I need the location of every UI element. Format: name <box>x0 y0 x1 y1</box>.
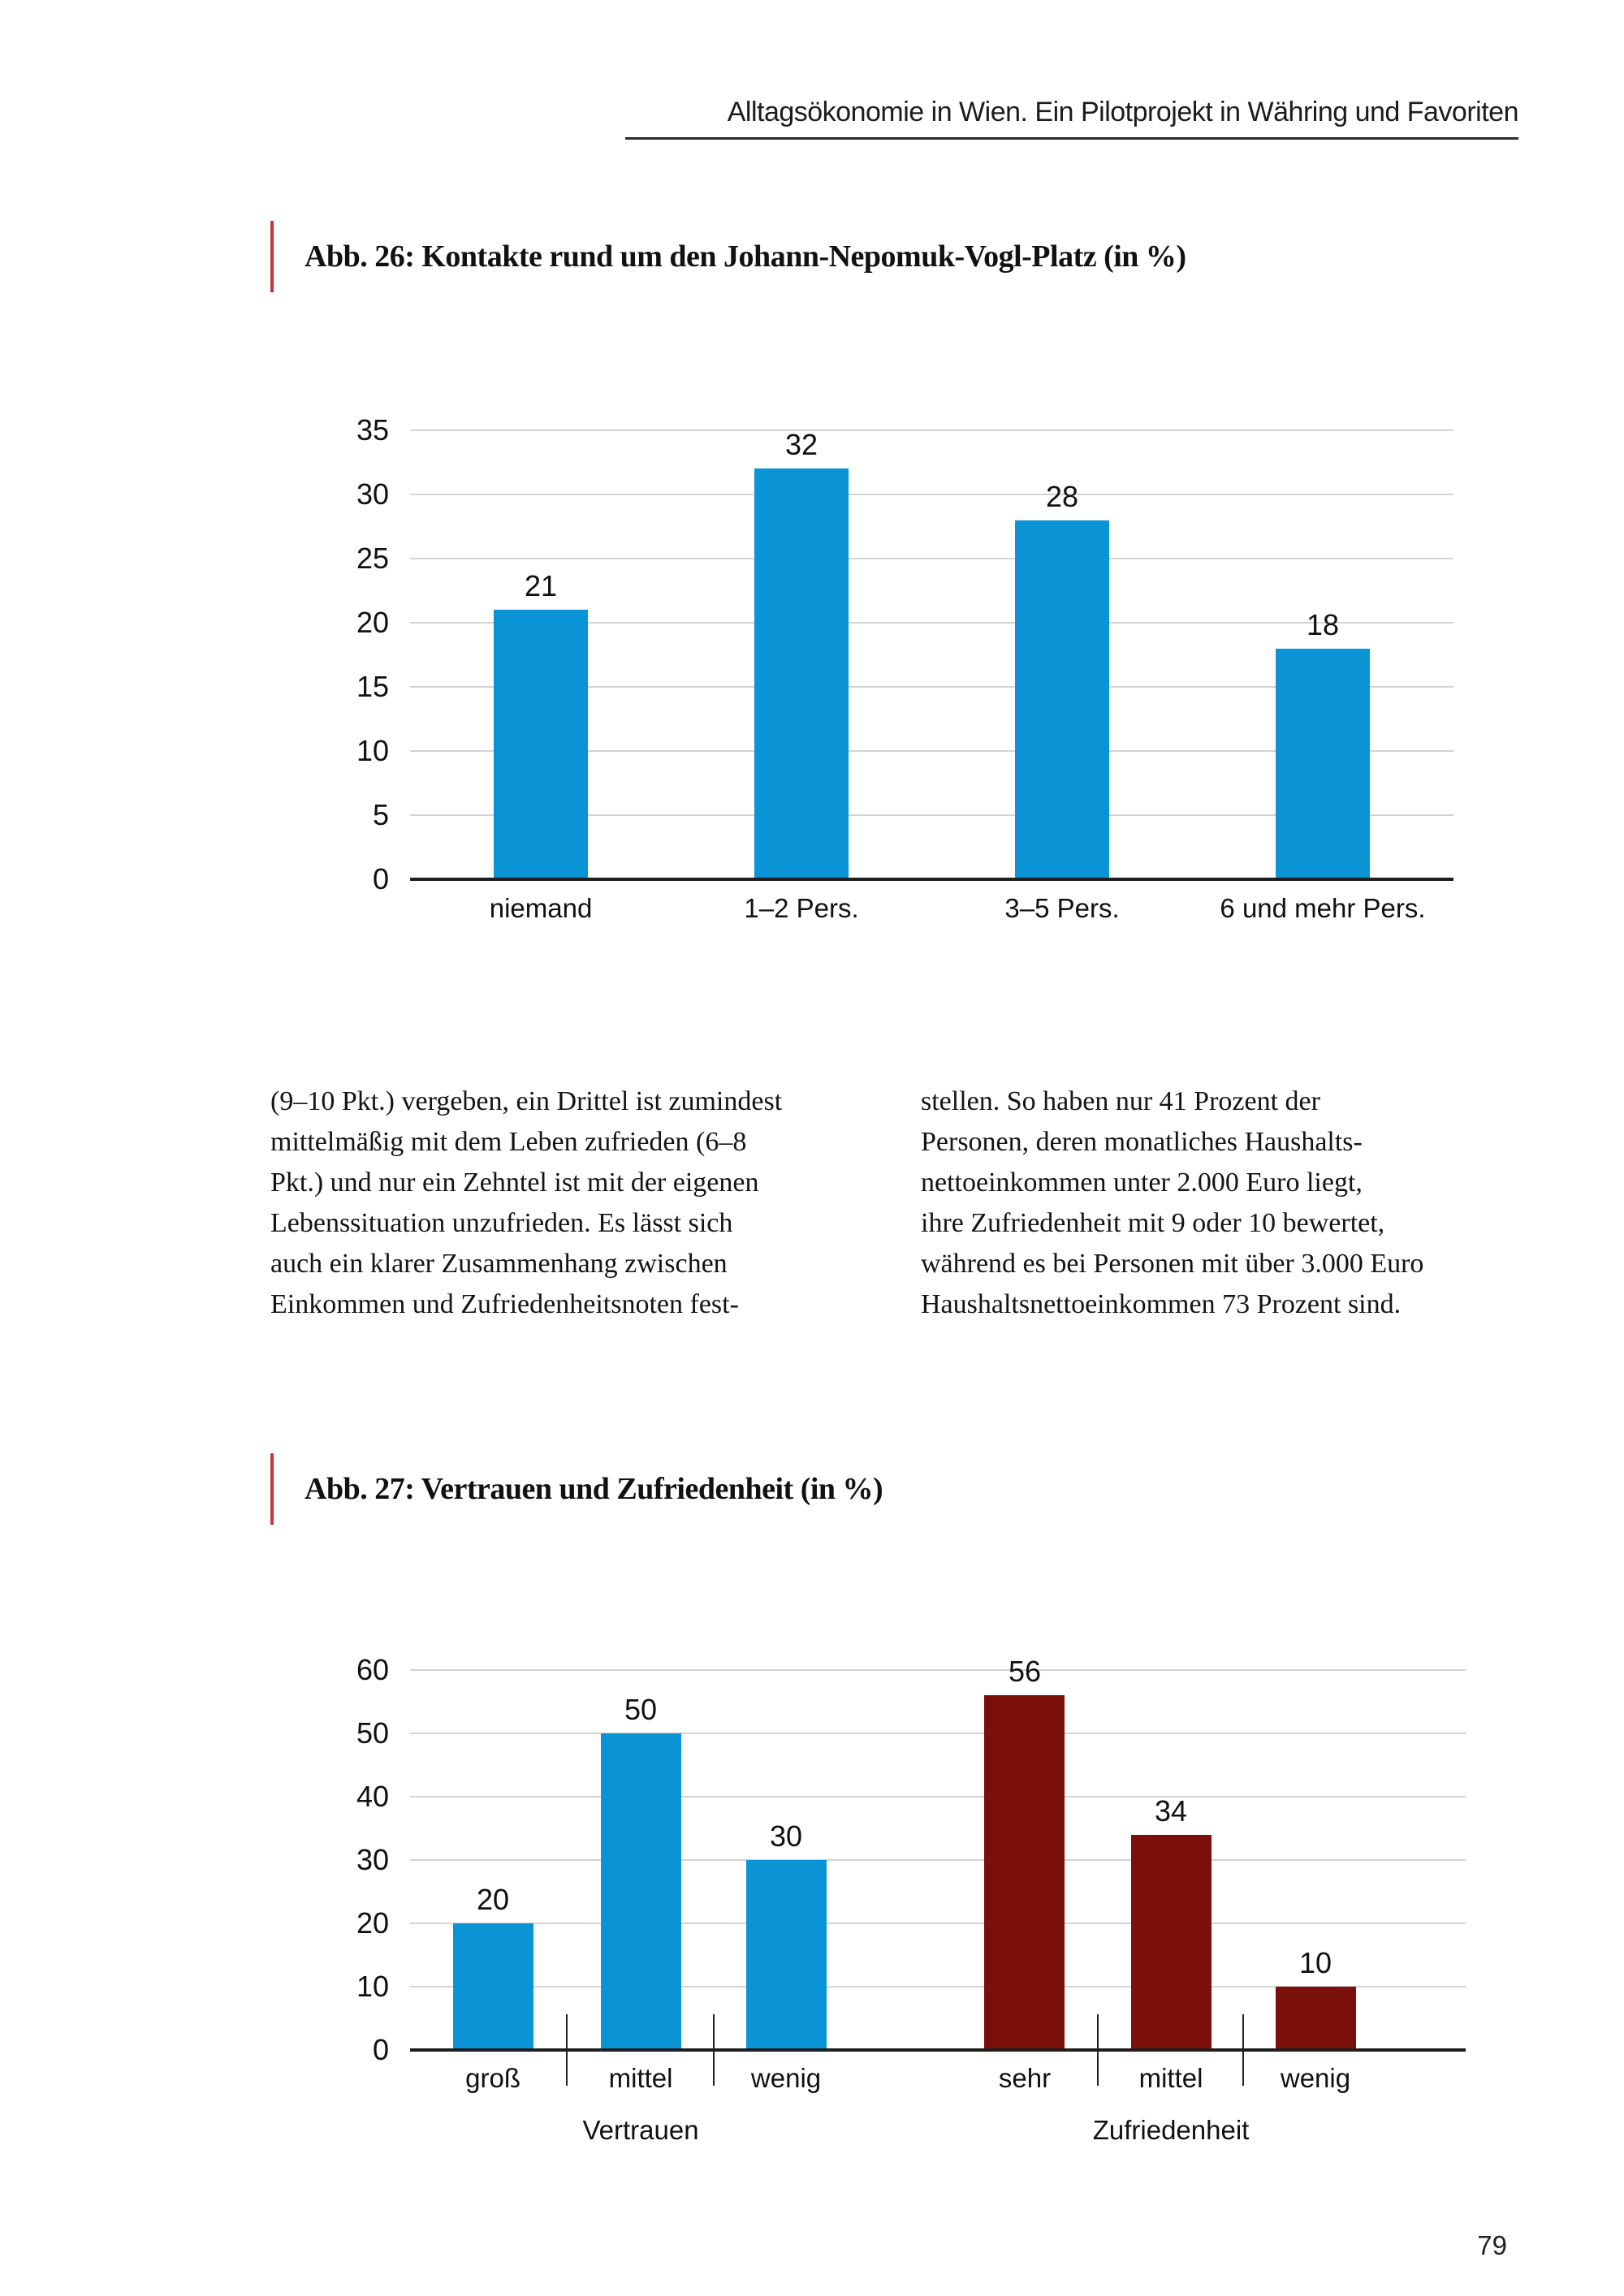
gridline-y20 <box>410 1923 1466 1924</box>
category-separator-tick <box>1242 2014 1244 2086</box>
gridline-y10 <box>410 750 1453 752</box>
bar-mittel <box>600 1733 681 2050</box>
group-label-zufriedenheit: Zufriedenheit <box>1092 2115 1250 2145</box>
y-axis-tick-label: 35 <box>356 413 389 447</box>
gridline-y50 <box>410 1733 1466 1734</box>
y-axis-tick-label: 30 <box>356 1843 389 1876</box>
bar-1–2-Pers. <box>754 468 849 879</box>
bar-value-label: 32 <box>784 428 818 462</box>
figure-26-caption: Abb. 26: Kontakte rund um den Johann-Nep… <box>270 221 1186 292</box>
category-separator-tick <box>1096 2014 1099 2086</box>
bar-value-label: 56 <box>1008 1655 1041 1689</box>
y-axis-tick-label: 20 <box>356 1906 389 1940</box>
bar-value-label: 10 <box>1298 1946 1332 1979</box>
group-label-vertrauen: Vertrauen <box>582 2115 699 2145</box>
y-axis-tick-label: 5 <box>372 798 389 831</box>
y-axis-tick-label: 30 <box>356 477 389 511</box>
gridline-y10 <box>410 1986 1466 1987</box>
y-axis-tick-label: 25 <box>356 542 389 575</box>
x-category-label: wenig <box>750 2063 822 2093</box>
page-number: 79 <box>1477 2230 1507 2260</box>
bar-wenig <box>1275 1987 1356 2050</box>
gridline-y15 <box>410 686 1453 688</box>
y-axis-tick-label: 15 <box>356 670 389 703</box>
bar-value-label: 30 <box>770 1819 803 1853</box>
gridline-y35 <box>410 429 1453 431</box>
x-category-label: niemand <box>489 893 593 923</box>
x-category-label: sehr <box>998 2063 1052 2093</box>
figure-26-caption-text: Abb. 26: Kontakte rund um den Johann-Nep… <box>304 240 1186 274</box>
gridline-y30 <box>410 1859 1466 1861</box>
gridline-y5 <box>410 814 1453 816</box>
y-axis-tick-label: 20 <box>356 606 389 639</box>
y-axis-tick-label: 0 <box>372 862 389 896</box>
body-text-left-column: (9–10 Pkt.) vergeben, ein Drittel ist zu… <box>270 1086 783 1319</box>
y-axis-tick-label: 40 <box>356 1780 389 1813</box>
bar-3–5-Pers. <box>1014 520 1109 879</box>
bar-value-label: 21 <box>524 569 558 603</box>
figure-27-caption-text: Abb. 27: Vertrauen und Zufriedenheit (in… <box>304 1472 883 1506</box>
caption-accent-bar <box>270 221 274 292</box>
bar-value-label: 28 <box>1045 479 1078 513</box>
chart-trust-satisfaction: 0 10 20 30 40 50 60 20 groß 50 mittel 30 wenig 56 sehr… <box>356 1653 1466 2145</box>
bar-groß <box>452 1923 533 2050</box>
category-separator-tick <box>566 2014 568 2086</box>
category-separator-tick <box>712 2014 715 2086</box>
x-category-label: groß <box>465 2063 520 2093</box>
running-head: Alltagsökonomie in Wien. Ein Pilotprojek… <box>727 97 1519 127</box>
x-axis-line <box>410 2048 1466 2052</box>
x-axis-line <box>410 878 1453 881</box>
body-text-right-column: stellen. So haben nur 41 Prozent der Per… <box>921 1086 1424 1319</box>
x-category-label: 1–2 Pers. <box>744 893 859 923</box>
chart-contacts-vogl-platz: 0 5 10 15 20 25 30 35 21 niemand 32 1–2 Pers. 28 3–5 … <box>356 413 1453 923</box>
gridline-y25 <box>410 558 1453 559</box>
x-category-label: 3–5 Pers. <box>1004 893 1120 923</box>
bar-wenig <box>745 1860 827 2050</box>
y-axis-tick-label: 60 <box>356 1653 389 1686</box>
gridline-y60 <box>410 1669 1466 1671</box>
figure-27-caption: Abb. 27: Vertrauen und Zufriedenheit (in… <box>270 1453 883 1525</box>
bar-6-und-mehr-Pers. <box>1275 648 1370 879</box>
bar-mittel <box>1130 1834 1212 2050</box>
y-axis-tick-label: 10 <box>356 734 389 767</box>
gridline-y40 <box>410 1796 1466 1798</box>
y-axis-tick-label: 10 <box>356 1970 389 2003</box>
caption-accent-bar <box>270 1453 274 1525</box>
bar-sehr <box>984 1695 1065 2050</box>
gridline-y30 <box>410 494 1453 495</box>
x-category-label: wenig <box>1280 2063 1351 2093</box>
y-axis-tick-label: 0 <box>372 2033 389 2066</box>
bar-value-label: 20 <box>477 1883 510 1916</box>
x-category-label: mittel <box>608 2063 673 2093</box>
bar-value-label: 50 <box>624 1693 658 1726</box>
bar-niemand <box>494 610 588 879</box>
bar-value-label: 18 <box>1306 607 1339 641</box>
x-category-label: mittel <box>1138 2063 1203 2093</box>
y-axis-tick-label: 50 <box>356 1716 389 1750</box>
gridline-y20 <box>410 622 1453 624</box>
running-head-rule <box>625 137 1518 140</box>
bar-value-label: 34 <box>1155 1793 1188 1828</box>
x-category-label: 6 und mehr Pers. <box>1220 893 1426 923</box>
